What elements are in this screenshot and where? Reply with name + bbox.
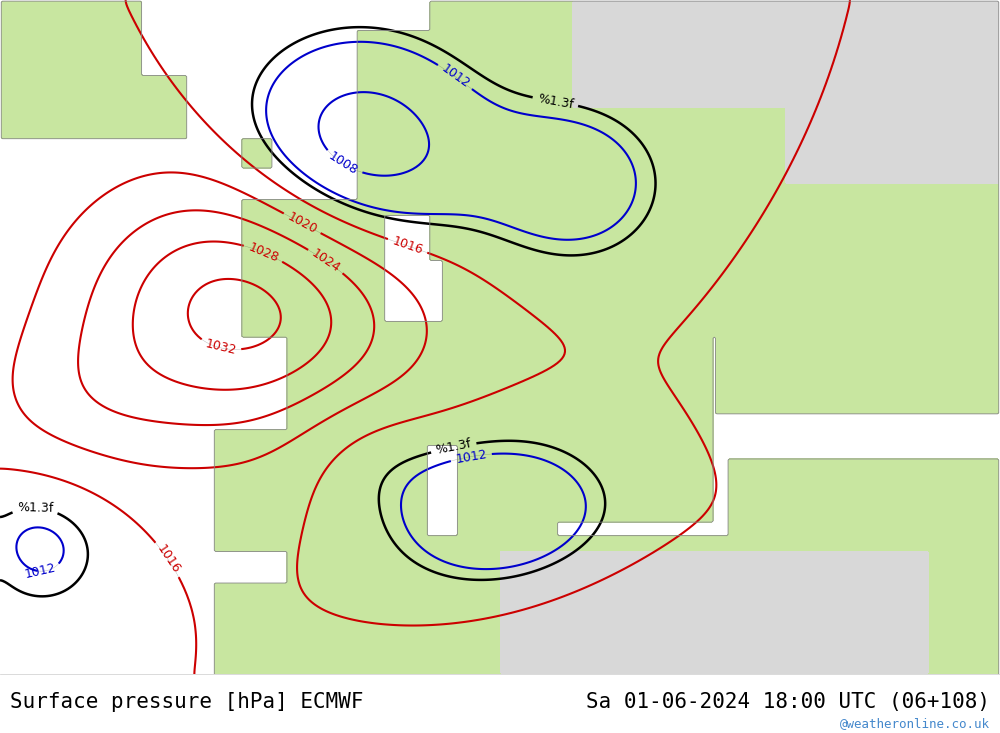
Text: 1016: 1016 — [154, 542, 182, 576]
Text: Surface pressure [hPa] ECMWF: Surface pressure [hPa] ECMWF — [10, 692, 364, 712]
Text: 1008: 1008 — [326, 150, 360, 178]
Text: 1024: 1024 — [309, 247, 343, 275]
Text: 1028: 1028 — [246, 240, 281, 265]
Text: 1012: 1012 — [23, 561, 57, 581]
Text: %1.3f: %1.3f — [536, 92, 574, 111]
Text: 1012: 1012 — [454, 447, 488, 465]
Text: Sa 01-06-2024 18:00 UTC (06+108): Sa 01-06-2024 18:00 UTC (06+108) — [586, 692, 990, 712]
Text: %1.3f: %1.3f — [435, 438, 473, 457]
Text: 1020: 1020 — [285, 210, 319, 237]
Text: 1016: 1016 — [391, 235, 425, 257]
Text: 1032: 1032 — [204, 338, 237, 358]
Text: @weatheronline.co.uk: @weatheronline.co.uk — [840, 717, 990, 730]
Text: 1012: 1012 — [439, 62, 472, 91]
Text: %1.3f: %1.3f — [17, 501, 53, 515]
